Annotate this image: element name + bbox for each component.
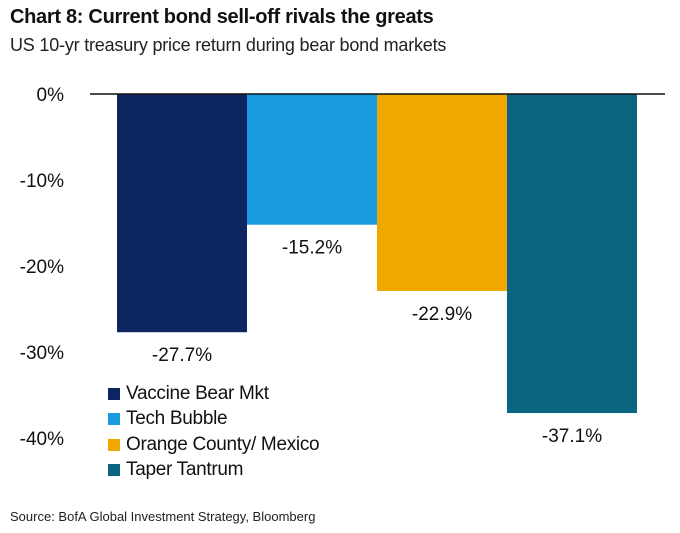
data-label: -37.1% [542, 426, 602, 447]
legend-label: Tech Bubble [126, 408, 228, 430]
legend-label: Taper Tantrum [126, 459, 244, 481]
source-note: Source: BofA Global Investment Strategy,… [10, 509, 316, 524]
legend-swatch [108, 438, 120, 451]
legend-item: Taper Tantrum [108, 458, 319, 484]
legend-swatch [108, 413, 120, 426]
y-tick-label: -30% [20, 343, 64, 364]
y-tick-label: -40% [20, 429, 64, 450]
bar-vaccine-bear-mkt [117, 94, 247, 333]
legend-label: Vaccine Bear Mkt [126, 382, 269, 404]
bar-taper-tantrum [507, 94, 637, 414]
chart-subtitle: US 10-yr treasury price return during be… [10, 35, 447, 55]
legend-item: Tech Bubble [108, 407, 319, 433]
legend-item: Vaccine Bear Mkt [108, 381, 319, 407]
y-tick-label: 0% [37, 85, 65, 106]
y-tick-label: -20% [20, 257, 64, 278]
y-tick-label: -10% [20, 171, 64, 192]
bar-orange-county-mexico [377, 94, 507, 291]
chart-legend: Vaccine Bear Mkt Tech Bubble Orange County… [108, 381, 320, 484]
legend-swatch [108, 464, 120, 477]
legend-item: Orange County/ Mexico [108, 432, 320, 458]
legend-swatch [108, 387, 120, 400]
data-label: -15.2% [282, 238, 342, 259]
data-label: -27.7% [152, 345, 212, 366]
chart-title: Chart 8: Current bond sell-off rivals th… [10, 6, 434, 28]
bar-tech-bubble [247, 94, 377, 225]
data-label: -22.9% [412, 304, 472, 325]
legend-label: Orange County/ Mexico [126, 433, 320, 455]
